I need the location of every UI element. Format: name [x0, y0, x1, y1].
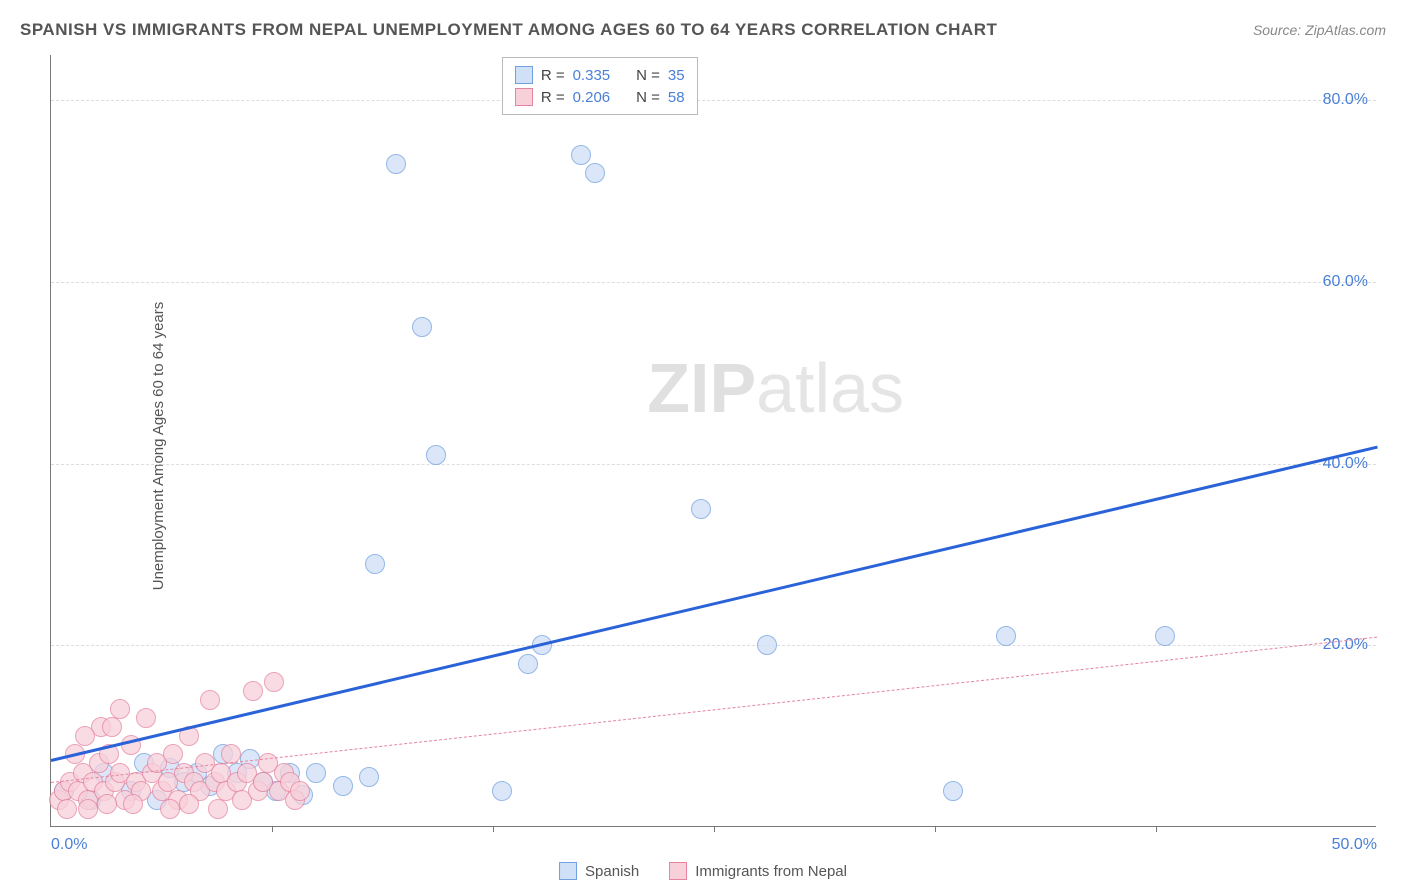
r-label: R = — [541, 67, 565, 84]
legend-item: Immigrants from Nepal — [669, 862, 847, 880]
data-point — [136, 708, 156, 728]
data-point — [1155, 626, 1175, 646]
data-point — [163, 744, 183, 764]
data-point — [78, 799, 98, 819]
stats-legend-row: R = 0.335 N = 35 — [515, 64, 685, 86]
x-tick-label: 0.0% — [51, 836, 87, 854]
data-point — [243, 681, 263, 701]
watermark: ZIPatlas — [647, 348, 904, 428]
plot-area: ZIPatlas 20.0%40.0%60.0%80.0%0.0%50.0%R … — [50, 55, 1376, 827]
n-label: N = — [636, 89, 660, 106]
data-point — [110, 699, 130, 719]
n-label: N = — [636, 67, 660, 84]
data-point — [571, 145, 591, 165]
legend-label: Immigrants from Nepal — [695, 863, 847, 880]
data-point — [691, 499, 711, 519]
data-point — [160, 799, 180, 819]
stats-legend: R = 0.335 N = 35 R = 0.206 N = 58 — [502, 57, 698, 115]
gridline — [51, 100, 1376, 101]
data-point — [290, 781, 310, 801]
y-tick-label: 60.0% — [1323, 273, 1368, 291]
data-point — [75, 726, 95, 746]
data-point — [200, 690, 220, 710]
gridline — [51, 645, 1376, 646]
y-tick-label: 80.0% — [1323, 91, 1368, 109]
regression-line — [51, 636, 1377, 782]
gridline — [51, 464, 1376, 465]
r-value: 0.335 — [573, 67, 611, 84]
x-tick-mark — [493, 826, 494, 832]
data-point — [492, 781, 512, 801]
data-point — [359, 767, 379, 787]
x-tick-label: 50.0% — [1332, 836, 1377, 854]
r-label: R = — [541, 89, 565, 106]
data-point — [996, 626, 1016, 646]
regression-line — [51, 446, 1378, 762]
r-value: 0.206 — [573, 89, 611, 106]
data-point — [943, 781, 963, 801]
x-tick-mark — [1156, 826, 1157, 832]
series-legend: Spanish Immigrants from Nepal — [559, 862, 847, 880]
x-tick-mark — [935, 826, 936, 832]
data-point — [757, 635, 777, 655]
data-point — [57, 799, 77, 819]
source-label: Source: ZipAtlas.com — [1253, 22, 1386, 38]
data-point — [97, 794, 117, 814]
gridline — [51, 282, 1376, 283]
legend-label: Spanish — [585, 863, 639, 880]
x-tick-mark — [272, 826, 273, 832]
legend-swatch — [515, 66, 533, 84]
legend-swatch — [559, 862, 577, 880]
data-point — [426, 445, 446, 465]
data-point — [102, 717, 122, 737]
data-point — [365, 554, 385, 574]
data-point — [306, 763, 326, 783]
data-point — [264, 672, 284, 692]
data-point — [333, 776, 353, 796]
data-point — [386, 154, 406, 174]
n-value: 58 — [668, 89, 685, 106]
data-point — [123, 794, 143, 814]
data-point — [518, 654, 538, 674]
x-tick-mark — [714, 826, 715, 832]
chart-title: SPANISH VS IMMIGRANTS FROM NEPAL UNEMPLO… — [20, 20, 997, 40]
data-point — [179, 794, 199, 814]
legend-swatch — [515, 88, 533, 106]
legend-item: Spanish — [559, 862, 639, 880]
data-point — [412, 317, 432, 337]
stats-legend-row: R = 0.206 N = 58 — [515, 86, 685, 108]
n-value: 35 — [668, 67, 685, 84]
data-point — [208, 799, 228, 819]
legend-swatch — [669, 862, 687, 880]
data-point — [585, 163, 605, 183]
